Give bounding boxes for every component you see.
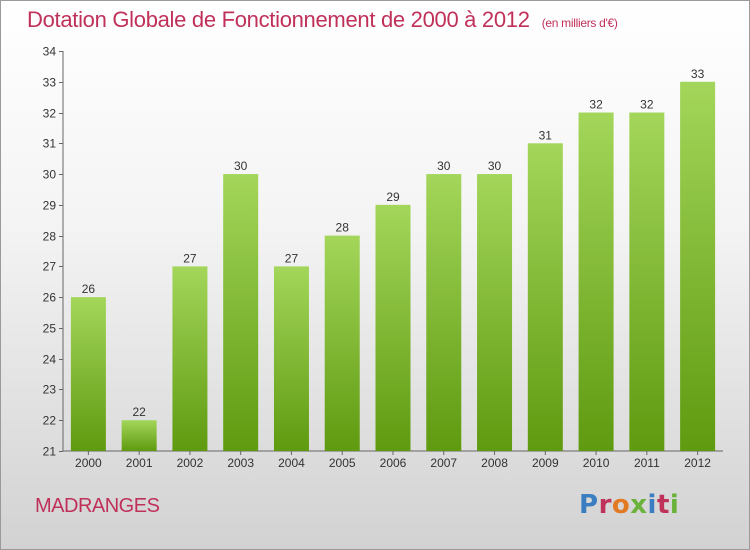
data-label: 32 [589,98,603,112]
bar [223,174,259,452]
data-label: 22 [132,405,146,419]
y-tick-label: 29 [43,199,57,213]
y-tick-label: 21 [43,445,57,459]
data-label: 27 [285,251,299,265]
proxiti-logo[interactable]: Proxiti [579,490,680,520]
bar [375,204,411,451]
y-tick-label: 22 [43,414,57,428]
bar [324,235,360,451]
x-tick-label: 2006 [380,456,407,470]
x-tick-label: 2009 [532,456,559,470]
data-label: 30 [234,159,248,173]
bars [70,81,716,452]
bar [629,112,665,452]
data-label: 32 [640,98,654,112]
x-tick-label: 2002 [177,456,204,470]
bar [680,81,716,452]
y-tick-label: 33 [43,76,57,90]
data-label: 27 [183,251,197,265]
x-tick-label: 2008 [481,456,508,470]
chart-unit: (en milliers d'€) [541,16,618,30]
bar [578,112,614,452]
data-labels: 26 22 27 30 27 28 29 30 30 31 32 32 33 [82,67,705,419]
data-label: 30 [437,159,451,173]
bar [477,174,513,452]
chart-title: Dotation Globale de Fonctionnement de 20… [27,7,618,33]
x-tick-label: 2004 [278,456,305,470]
x-tick-label: 2001 [126,456,153,470]
y-tick-label: 28 [43,230,57,244]
x-tick-label: 2012 [684,456,711,470]
data-label: 30 [488,159,502,173]
y-tick-label: 25 [43,322,57,336]
chart-title-text: Dotation Globale de Fonctionnement de 20… [27,7,530,32]
bar [70,297,106,451]
data-label: 28 [336,221,350,235]
data-label: 29 [386,190,400,204]
y-tick-label: 27 [43,260,57,274]
bar [426,174,462,452]
x-tick-label: 2007 [430,456,457,470]
x-tick-label: 2011 [634,456,660,470]
x-tick-label: 2003 [227,456,254,470]
data-label: 31 [539,128,553,142]
x-tick-label: 2010 [583,456,610,470]
bar [527,143,563,452]
data-label: 33 [691,67,705,81]
y-tick-label: 24 [43,353,57,367]
axes: 21 22 23 24 25 26 27 28 29 30 31 32 33 34 2000 2001 2002… [43,45,723,470]
y-tick-label: 31 [43,137,57,151]
location-name: MADRANGES [35,495,160,517]
y-tick-label: 30 [43,168,57,182]
y-tick-label: 34 [43,45,57,59]
y-tick-label: 23 [43,383,57,397]
data-label: 26 [82,282,96,296]
y-tick-label: 32 [43,107,57,121]
bar [172,266,208,451]
bar [273,266,309,451]
bar [121,420,157,451]
x-tick-label: 2000 [75,456,102,470]
x-tick-label: 2005 [329,456,356,470]
y-tick-label: 26 [43,291,57,305]
